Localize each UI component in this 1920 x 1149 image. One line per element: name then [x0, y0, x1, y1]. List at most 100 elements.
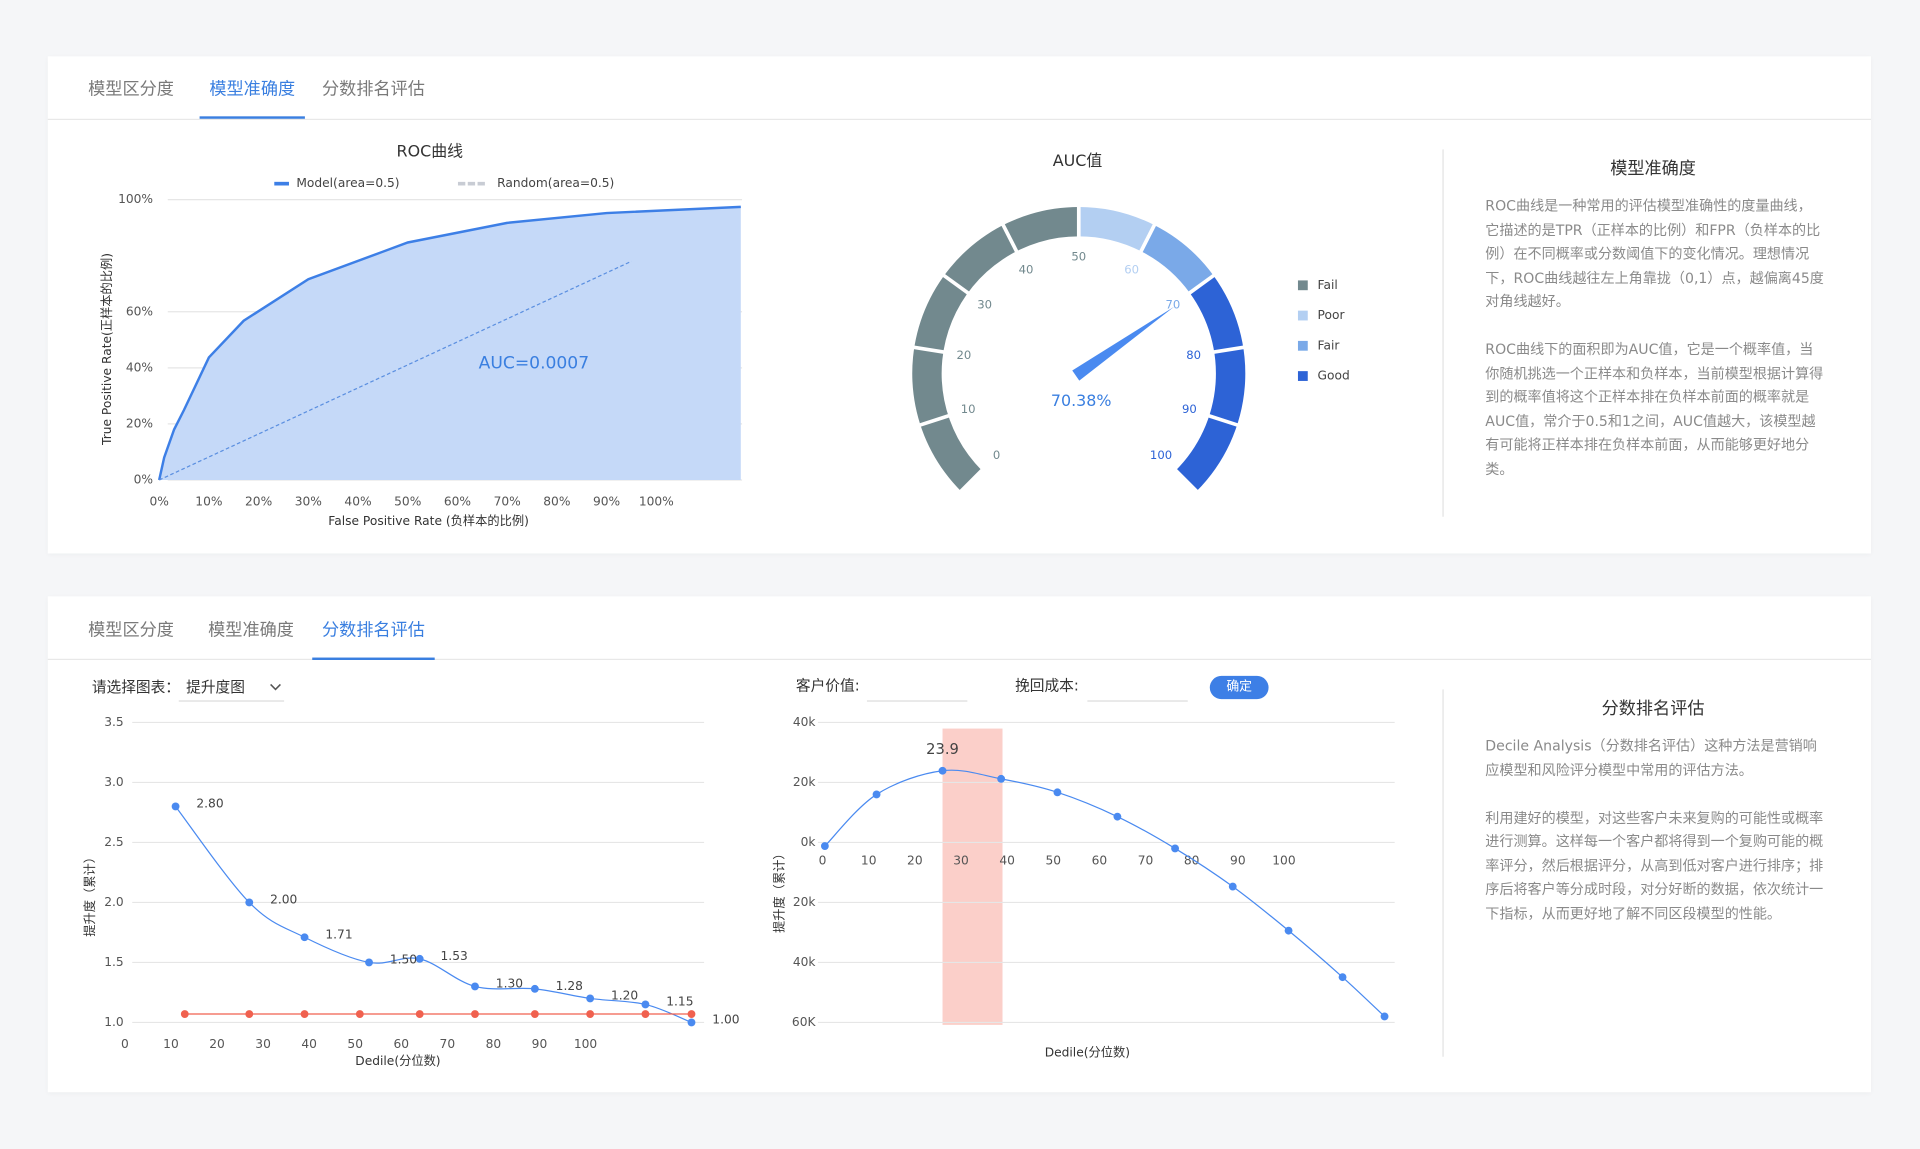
tab[interactable]: 模型准确度 [208, 620, 294, 641]
tab[interactable]: 分数排名评估 [322, 79, 425, 100]
info-text: Decile Analysis（分数排名评估）这种方法是营销响应模型和风险评分模… [1485, 735, 1825, 950]
legend-label: Model(area=0.5) [296, 176, 399, 190]
x-tick-label: 60% [444, 495, 471, 509]
tab[interactable]: 模型区分度 [88, 620, 174, 641]
gauge-value: 70.38% [1051, 391, 1112, 410]
line [157, 205, 741, 481]
tab[interactable]: 分数排名评估 [312, 617, 435, 660]
y-tick-label: 2.5 [104, 835, 123, 849]
y-tick-label: 40% [126, 360, 153, 374]
input-label: 挽回成本: [1015, 677, 1079, 695]
recovery-cost-input[interactable] [1087, 676, 1188, 702]
point [300, 1010, 309, 1018]
info-title: 分数排名评估 [1601, 699, 1705, 719]
x-tick-label: 70% [494, 495, 521, 509]
line [175, 806, 692, 1024]
data-label: 1.28 [556, 979, 583, 993]
y-axis-label: 提升度（累计） [772, 847, 787, 933]
info-text: ROC曲线是一种常用的评估模型准确性的度量曲线，它描述的是TPR（正样本的比例）… [1485, 195, 1825, 505]
x-axis-label: False Positive Rate (负样本的比例) [328, 513, 529, 528]
legend-label: Good [1318, 369, 1350, 383]
y-axis-label: True Positive Rate(正样本的比例) [99, 253, 114, 446]
y-axis-label: 提升度（累计） [82, 851, 97, 937]
data-label: 1.20 [611, 989, 638, 1003]
gauge-tick-label: 100 [1150, 448, 1172, 462]
x-tick-label: 60 [1092, 853, 1108, 867]
x-tick-label: 10 [163, 1037, 179, 1051]
y-tick-label: 1.5 [104, 955, 123, 969]
y-tick-label: 0k [801, 835, 817, 849]
x-tick-label: 30 [953, 853, 969, 867]
gauge-tick [1137, 220, 1158, 256]
tab[interactable]: 模型区分度 [88, 79, 174, 100]
y-tick-label: 3.0 [104, 775, 123, 789]
y-tick-label: 40k [793, 955, 817, 969]
select-value: 提升度图 [186, 678, 245, 696]
data-label: 1.53 [441, 949, 468, 963]
tab[interactable]: 模型准确度 [199, 76, 305, 119]
area [159, 206, 741, 480]
point [300, 933, 309, 942]
gauge-tick [916, 412, 953, 428]
confirm-button[interactable]: 确定 [1209, 675, 1269, 700]
gauge-tick-label: 10 [961, 402, 976, 416]
x-tick-label: 30% [295, 495, 322, 509]
legend-label: Poor [1318, 308, 1346, 322]
x-tick-label: 80% [543, 495, 570, 509]
x-tick-label: 100 [574, 1037, 597, 1051]
legend-label: Random(area=0.5) [497, 176, 614, 190]
point [1284, 926, 1293, 935]
x-tick-label: 80 [486, 1037, 502, 1051]
point [641, 1000, 650, 1009]
separator [1442, 689, 1444, 1057]
legend-label: Fail [1318, 278, 1338, 292]
x-tick-label: 30 [255, 1037, 271, 1051]
paragraph: 利用建好的模型，对这些客户未来复购的可能性或概率进行测算。这样每一个客户都将得到… [1485, 808, 1824, 922]
legend-label: Fair [1318, 338, 1341, 352]
y-tick-label: 0% [134, 473, 153, 487]
gauge-tick-label: 90 [1182, 402, 1197, 416]
x-axis-label: Dedile(分位数) [355, 1053, 440, 1068]
tab-divider [47, 118, 1872, 120]
chart-title: AUC值 [1053, 151, 1103, 170]
data-label: 1.71 [325, 927, 352, 941]
y-tick-label: 1.0 [104, 1015, 123, 1029]
x-tick-label: 20% [245, 495, 272, 509]
y-tick-label: 20% [126, 416, 153, 430]
gauge-tick-label: 60 [1124, 262, 1139, 276]
x-tick-label: 40 [999, 853, 1015, 867]
point [365, 958, 373, 967]
x-tick-label: 10% [195, 495, 222, 509]
gauge-tick-label: 40 [1019, 262, 1034, 276]
x-tick-label: 10 [861, 853, 877, 867]
x-axis-label: Dedile(分位数) [1045, 1045, 1130, 1060]
legend-swatch [1297, 310, 1308, 321]
y-tick-label: 2.0 [104, 895, 123, 909]
gauge-tick-label: 70 [1165, 298, 1180, 312]
line [158, 260, 632, 481]
x-tick-label: 50 [1045, 853, 1061, 867]
point [530, 984, 539, 993]
x-tick-label: 50% [394, 495, 421, 509]
x-tick-label: 60 [393, 1037, 409, 1051]
point [530, 1010, 539, 1018]
chart-title: ROC曲线 [397, 141, 464, 160]
data-label: 1.15 [666, 995, 693, 1009]
gauge-band [1141, 225, 1214, 293]
customer-value-input[interactable] [866, 676, 968, 702]
gauge-tick [1185, 271, 1218, 297]
point [1380, 1012, 1389, 1021]
chart-select[interactable]: 提升度图 [178, 673, 285, 702]
legend-swatch [1297, 340, 1308, 351]
point [471, 982, 479, 991]
paragraph: Decile Analysis（分数排名评估）这种方法是营销响应模型和风险评分模… [1485, 737, 1817, 779]
point [1113, 812, 1122, 821]
x-tick-label: 40 [301, 1037, 317, 1051]
point [245, 898, 254, 907]
info-title: 模型准确度 [1610, 159, 1696, 179]
paragraph: ROC曲线是一种常用的评估模型准确性的度量曲线，它描述的是TPR（正样本的比例）… [1485, 197, 1824, 310]
gauge-tick [939, 271, 972, 297]
y-tick-label: 3.5 [104, 715, 123, 729]
point [938, 766, 947, 775]
